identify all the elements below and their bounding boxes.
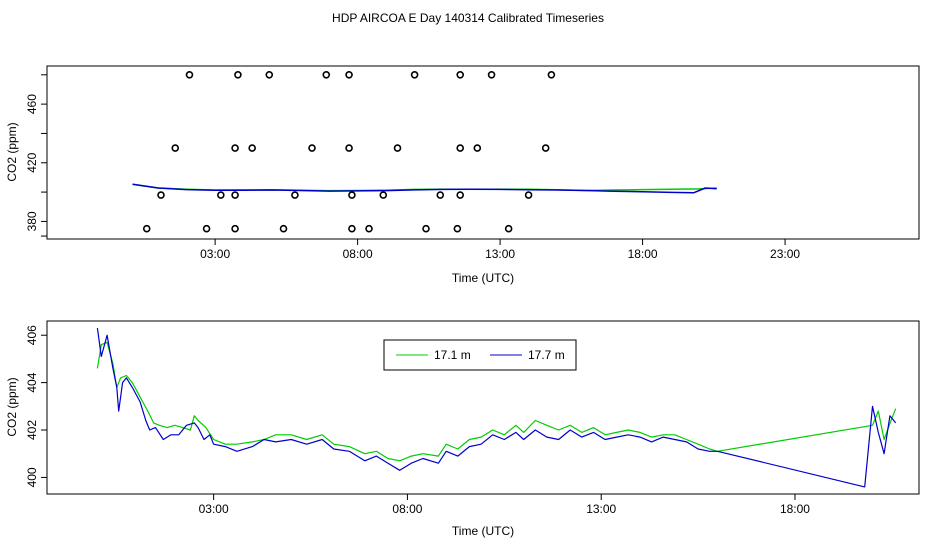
x-tick-label: 13:00: [586, 502, 616, 516]
data-point: [524, 191, 533, 199]
top-ylabel: CO2 (ppm): [5, 122, 19, 181]
data-point: [234, 70, 242, 79]
data-point: [348, 191, 356, 199]
data-point: [202, 224, 211, 233]
data-point: [345, 144, 353, 152]
series-line-17-7m: [132, 183, 717, 194]
x-tick-label: 13:00: [485, 247, 515, 261]
data-point: [436, 191, 445, 199]
legend-label-17-1m: 17.1 m: [434, 348, 471, 362]
series-line-17-7m: [96, 328, 897, 488]
legend: 17.1 m 17.7 m: [383, 339, 577, 371]
x-tick-label: 23:00: [770, 247, 800, 261]
data-point: [547, 70, 556, 79]
data-point: [308, 144, 316, 152]
chart-title: HDP AIRCOA E Day 140314 Calibrated Times…: [332, 11, 604, 25]
data-point: [456, 70, 465, 79]
data-point: [291, 191, 299, 199]
bottom-ylabel: CO2 (ppm): [5, 377, 19, 436]
x-tick-label: 03:00: [200, 247, 230, 261]
bottom-xlabel: Time (UTC): [452, 524, 514, 538]
data-point: [504, 224, 513, 233]
data-point: [365, 224, 373, 233]
y-tick-label: 380: [25, 211, 39, 231]
data-point: [379, 191, 388, 199]
data-point: [422, 224, 430, 233]
y-tick-label: 406: [25, 325, 39, 345]
data-point: [217, 191, 225, 199]
data-point: [142, 224, 151, 233]
x-tick-label: 08:00: [343, 247, 373, 261]
y-tick-label: 420: [25, 152, 39, 172]
bottom-panel: Time (UTC) CO2 (ppm) 17.1 m 17.7 m 03:00…: [5, 320, 920, 538]
data-point: [231, 224, 239, 233]
data-point: [265, 70, 274, 79]
data-point: [248, 144, 256, 152]
top-plot-frame: [46, 65, 920, 240]
data-point: [541, 144, 550, 152]
data-point: [410, 70, 419, 79]
data-point: [348, 224, 356, 233]
data-point: [157, 191, 165, 199]
data-point: [345, 70, 353, 79]
data-point: [453, 224, 462, 233]
data-point: [456, 144, 465, 152]
x-tick-label: 18:00: [780, 502, 810, 516]
data-point: [279, 224, 288, 233]
y-tick-label: 402: [25, 420, 39, 440]
y-tick-label: 404: [25, 372, 39, 392]
series-line-17-1m: [96, 341, 897, 462]
data-point: [171, 144, 180, 152]
data-point: [185, 70, 194, 79]
bottom-plot-frame: [46, 320, 920, 495]
data-point: [231, 144, 239, 152]
x-tick-label: 18:00: [628, 247, 658, 261]
y-tick-label: 460: [25, 94, 39, 114]
top-panel: Time (UTC) CO2 (ppm) 03:00 08:00 13:00 18:0…: [5, 65, 920, 285]
data-point: [473, 144, 482, 152]
x-tick-label: 03:00: [199, 502, 229, 516]
legend-label-17-7m: 17.7 m: [528, 348, 565, 362]
y-tick-label: 400: [25, 467, 39, 487]
top-xlabel: Time (UTC): [452, 271, 514, 285]
data-point: [322, 70, 331, 79]
x-tick-label: 08:00: [392, 502, 422, 516]
data-point: [456, 191, 465, 199]
data-point: [393, 144, 402, 152]
data-point: [231, 191, 239, 199]
data-point: [487, 70, 496, 79]
